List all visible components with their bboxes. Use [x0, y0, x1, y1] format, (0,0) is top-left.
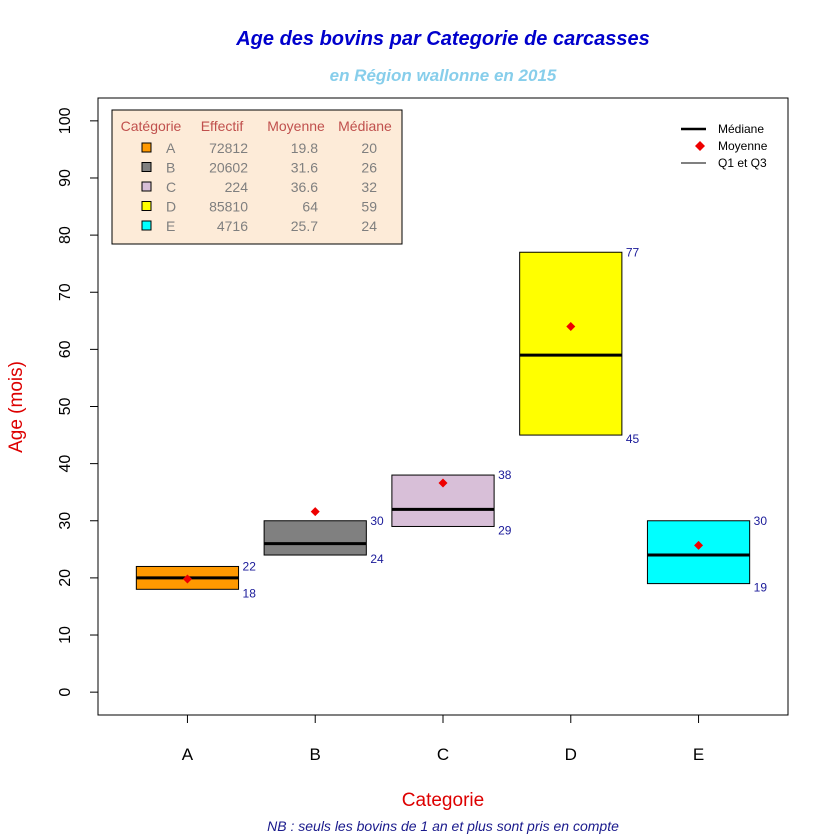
stats-category: D: [166, 199, 176, 215]
stats-effectif: 20602: [209, 160, 248, 176]
stats-effectif: 224: [225, 179, 249, 195]
stats-header-cell: Médiane: [338, 118, 392, 134]
stats-category: C: [166, 179, 176, 195]
stats-row: B 20602 31.6 26: [141, 160, 377, 176]
box-iqr: [646, 520, 751, 585]
q1-label: 24: [370, 552, 384, 566]
x-tick-label: B: [310, 745, 321, 764]
legend-label: Médiane: [718, 122, 764, 136]
stats-moyenne: 19.8: [291, 140, 318, 156]
box-E: 30 19: [646, 514, 768, 595]
stats-moyenne: 36.6: [291, 179, 318, 195]
stats-swatch: [141, 142, 152, 153]
y-tick-label: 90: [57, 169, 74, 187]
stats-category: E: [166, 218, 175, 234]
q1-label: 18: [243, 586, 257, 600]
q3-label: 22: [243, 559, 257, 573]
chart-subtitle: en Région wallonne en 2015: [330, 66, 557, 85]
legend-label: Q1 et Q3: [718, 156, 767, 170]
mean-marker: [182, 574, 192, 584]
x-tick-label: C: [437, 745, 449, 764]
y-axis-title: Age (mois): [6, 361, 27, 453]
mean-marker: [566, 322, 576, 332]
y-tick-label: 30: [57, 512, 74, 530]
y-tick-label: 70: [57, 283, 74, 301]
stats-effectif: 85810: [209, 199, 248, 215]
mean-marker: [438, 478, 448, 488]
stats-mediane: 32: [361, 179, 377, 195]
stats-category: B: [166, 160, 175, 176]
q1-label: 19: [754, 581, 768, 595]
q3-label: 38: [498, 468, 512, 482]
boxes: 22 18 30 24 38 29 77 45 30 19: [135, 245, 768, 600]
box-iqr: [263, 520, 367, 556]
stats-effectif: 4716: [217, 218, 248, 234]
legend-item: Médiane: [681, 122, 764, 136]
x-axis: A B C D E: [182, 715, 704, 764]
legend-item: Moyenne: [695, 139, 768, 153]
stats-category: A: [166, 140, 176, 156]
stats-mediane: 24: [361, 218, 377, 234]
box-C: 38 29: [391, 468, 512, 537]
y-tick-label: 100: [57, 107, 74, 134]
stats-header-cell: Moyenne: [267, 118, 325, 134]
stats-row: A 72812 19.8 20: [141, 140, 377, 156]
y-tick-label: 10: [57, 626, 74, 644]
stats-table-background: [111, 109, 403, 245]
chart-title: Age des bovins par Categorie de carcasse…: [235, 28, 650, 50]
stats-table: Catégorie Effectif Moyenne Médiane A 72812 19…: [111, 109, 403, 245]
y-tick-label: 60: [57, 340, 74, 358]
legend-item: Q1 et Q3: [681, 156, 767, 170]
legend-mean-symbol: [695, 141, 705, 151]
x-axis-title: Categorie: [402, 790, 484, 811]
x-tick-label: A: [182, 745, 194, 764]
y-tick-label: 0: [57, 688, 74, 697]
stats-effectif: 72812: [209, 140, 248, 156]
stats-swatch: [141, 162, 152, 172]
y-tick-label: 50: [57, 398, 74, 416]
stats-mediane: 20: [361, 140, 377, 156]
stats-table-rows: A 72812 19.8 20 B 20602 31.6 26 C 224 36.6 32 D 85810…: [141, 140, 377, 234]
stats-mediane: 59: [361, 199, 377, 215]
stats-swatch: [141, 220, 152, 231]
stats-moyenne: 25.7: [291, 218, 318, 234]
stats-row: E 4716 25.7 24: [141, 218, 377, 234]
stats-row: D 85810 64 59: [141, 199, 377, 215]
stats-mediane: 26: [361, 160, 377, 176]
y-tick-label: 40: [57, 455, 74, 473]
stats-swatch: [141, 181, 152, 192]
y-axis: 0 10 20 30 40 50 60 70 80 90 100: [57, 107, 98, 697]
y-tick-label: 80: [57, 226, 74, 244]
mean-marker: [694, 540, 704, 550]
box-A: 22 18: [135, 559, 257, 600]
y-tick-label: 20: [57, 569, 74, 587]
stats-header-cell: Catégorie: [121, 118, 182, 134]
stats-row: C 224 36.6 32: [141, 179, 377, 195]
legend: Médiane Moyenne Q1 et Q3: [681, 122, 768, 170]
q1-label: 45: [626, 432, 640, 446]
q3-label: 77: [626, 245, 640, 259]
stats-header-cell: Effectif: [201, 118, 244, 134]
box-D: 77 45: [519, 245, 640, 446]
mean-marker: [310, 507, 320, 517]
x-tick-label: E: [693, 745, 704, 764]
x-tick-label: D: [565, 745, 577, 764]
legend-label: Moyenne: [718, 139, 768, 153]
q1-label: 29: [498, 523, 512, 537]
box-iqr: [519, 251, 623, 436]
stats-moyenne: 64: [302, 199, 318, 215]
stats-moyenne: 31.6: [291, 160, 318, 176]
footnote: NB : seuls les bovins de 1 an et plus so…: [267, 818, 619, 834]
q3-label: 30: [754, 514, 768, 528]
stats-table-header: Catégorie Effectif Moyenne Médiane: [121, 118, 392, 134]
q3-label: 30: [370, 514, 384, 528]
stats-swatch: [141, 201, 152, 211]
box-B: 30 24: [263, 507, 384, 566]
